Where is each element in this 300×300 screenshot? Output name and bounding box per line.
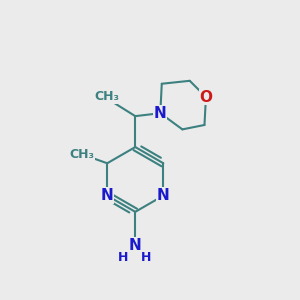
Text: N: N xyxy=(157,188,170,203)
Text: CH₃: CH₃ xyxy=(95,91,120,103)
Text: H: H xyxy=(140,251,151,264)
Text: H: H xyxy=(118,251,129,264)
Text: O: O xyxy=(200,89,212,104)
Text: N: N xyxy=(154,106,167,121)
Text: N: N xyxy=(129,238,142,253)
Text: N: N xyxy=(101,188,114,203)
Text: CH₃: CH₃ xyxy=(70,148,95,161)
